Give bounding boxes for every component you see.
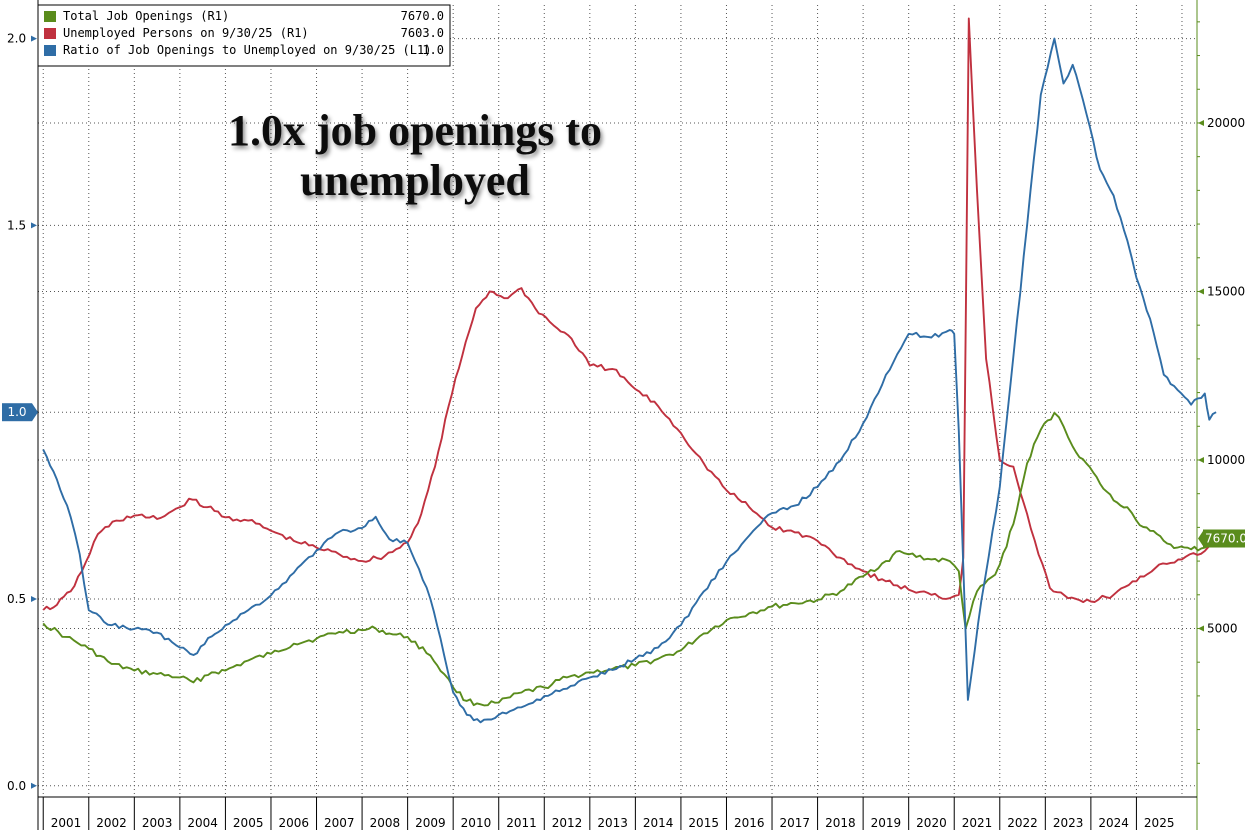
axes-layer: 0.0 0.5 1.0 1.5 2.0 5000 10000 15000 20000 2001 20… bbox=[7, 0, 1245, 830]
x-axis-year-label: 2007 bbox=[324, 816, 355, 830]
x-axis-year-label: 2020 bbox=[916, 816, 947, 830]
x-axis-year-label: 2024 bbox=[1098, 816, 1129, 830]
legend-swatch bbox=[44, 28, 56, 39]
x-axis-year-label: 2017 bbox=[780, 816, 811, 830]
legend-entry-value: 7603.0 bbox=[401, 26, 444, 40]
right-current-badge-label: 7670.0 bbox=[1205, 532, 1245, 546]
series-line-total-job-openings bbox=[42, 411, 1217, 707]
x-axis-year-label: 2019 bbox=[871, 816, 902, 830]
left-current-badge bbox=[2, 403, 32, 422]
legend-entry-name: Ratio of Job Openings to Unemployed on 9… bbox=[63, 43, 431, 57]
legend-swatch bbox=[44, 45, 56, 56]
x-axis-year-label: 2016 bbox=[734, 816, 765, 830]
x-axis-year-label: 2001 bbox=[51, 816, 82, 830]
x-axis-year-label: 2022 bbox=[1007, 816, 1038, 830]
left-axis-tick bbox=[31, 222, 37, 229]
left-axis-tick-label: 0.0 bbox=[7, 779, 26, 793]
chart-title-line: unemployed bbox=[300, 156, 530, 205]
left-axis-tick bbox=[31, 596, 37, 602]
current-value-badges: 1.0 7670.0 bbox=[2, 403, 1245, 548]
left-current-badge-arrow bbox=[32, 403, 38, 422]
legend-entry-name: Unemployed Persons on 9/30/25 (R1) bbox=[63, 26, 309, 40]
legend[interactable]: Total Job Openings (R1) 7670.0 Unemployed … bbox=[37, 4, 451, 67]
x-axis-year-label: 2002 bbox=[96, 816, 127, 830]
right-axis-tick-label: 15000 bbox=[1207, 284, 1245, 298]
x-axis-year-label: 2023 bbox=[1053, 816, 1084, 830]
grid-layer bbox=[38, 5, 1197, 797]
left-current-badge-label: 1.0 bbox=[7, 405, 26, 419]
series-line-ratio-openings-to-unemployed bbox=[42, 37, 1217, 724]
series-layer bbox=[42, 17, 1217, 724]
right-axis-tick-label: 10000 bbox=[1207, 453, 1245, 467]
x-axis-year-label: 2013 bbox=[597, 816, 628, 830]
x-axis-year-label: 2003 bbox=[142, 816, 173, 830]
left-axis-tick-label: 0.5 bbox=[7, 592, 26, 606]
left-axis-tick bbox=[31, 35, 37, 42]
x-axis-year-label: 2010 bbox=[461, 816, 492, 830]
x-axis-year-label: 2021 bbox=[962, 816, 993, 830]
x-axis-year-label: 2009 bbox=[415, 816, 446, 830]
legend-swatch bbox=[44, 11, 56, 22]
right-axis-tick bbox=[1198, 456, 1204, 463]
left-axis-tick-label: 2.0 bbox=[7, 32, 26, 46]
x-axis-year-label: 2012 bbox=[552, 816, 583, 830]
left-axis-tick bbox=[31, 782, 37, 789]
series-line-unemployed-persons bbox=[42, 17, 1217, 611]
x-axis-year-label: 2005 bbox=[233, 816, 264, 830]
legend-entry-name: Total Job Openings (R1) bbox=[63, 9, 229, 23]
legend-entry-value: 7670.0 bbox=[401, 9, 444, 23]
x-axis-year-label: 2014 bbox=[643, 816, 674, 830]
x-axis-year-label: 2004 bbox=[187, 816, 218, 830]
x-axis-year-label: 2018 bbox=[825, 816, 856, 830]
x-axis-year-label: 2015 bbox=[688, 816, 719, 830]
x-axis-year-label: 2008 bbox=[370, 816, 401, 830]
right-axis-tick bbox=[1198, 625, 1204, 632]
right-axis-tick bbox=[1198, 119, 1204, 126]
right-axis-tick-label: 5000 bbox=[1207, 621, 1238, 635]
x-axis-year-label: 2025 bbox=[1144, 816, 1175, 830]
right-current-badge-arrow bbox=[1198, 529, 1204, 548]
legend-entry-value: 1.0 bbox=[422, 43, 444, 57]
right-current-badge bbox=[1203, 529, 1245, 548]
x-axis-year-label: 2006 bbox=[278, 816, 309, 830]
legend-box bbox=[37, 4, 451, 67]
left-axis-tick-label: 1.5 bbox=[7, 218, 26, 232]
x-axis-year-label: 2011 bbox=[506, 816, 537, 830]
chart-title-line: 1.0x job openings to bbox=[228, 106, 602, 155]
right-axis-tick-label: 20000 bbox=[1207, 116, 1245, 130]
right-axis-tick bbox=[1198, 288, 1204, 295]
